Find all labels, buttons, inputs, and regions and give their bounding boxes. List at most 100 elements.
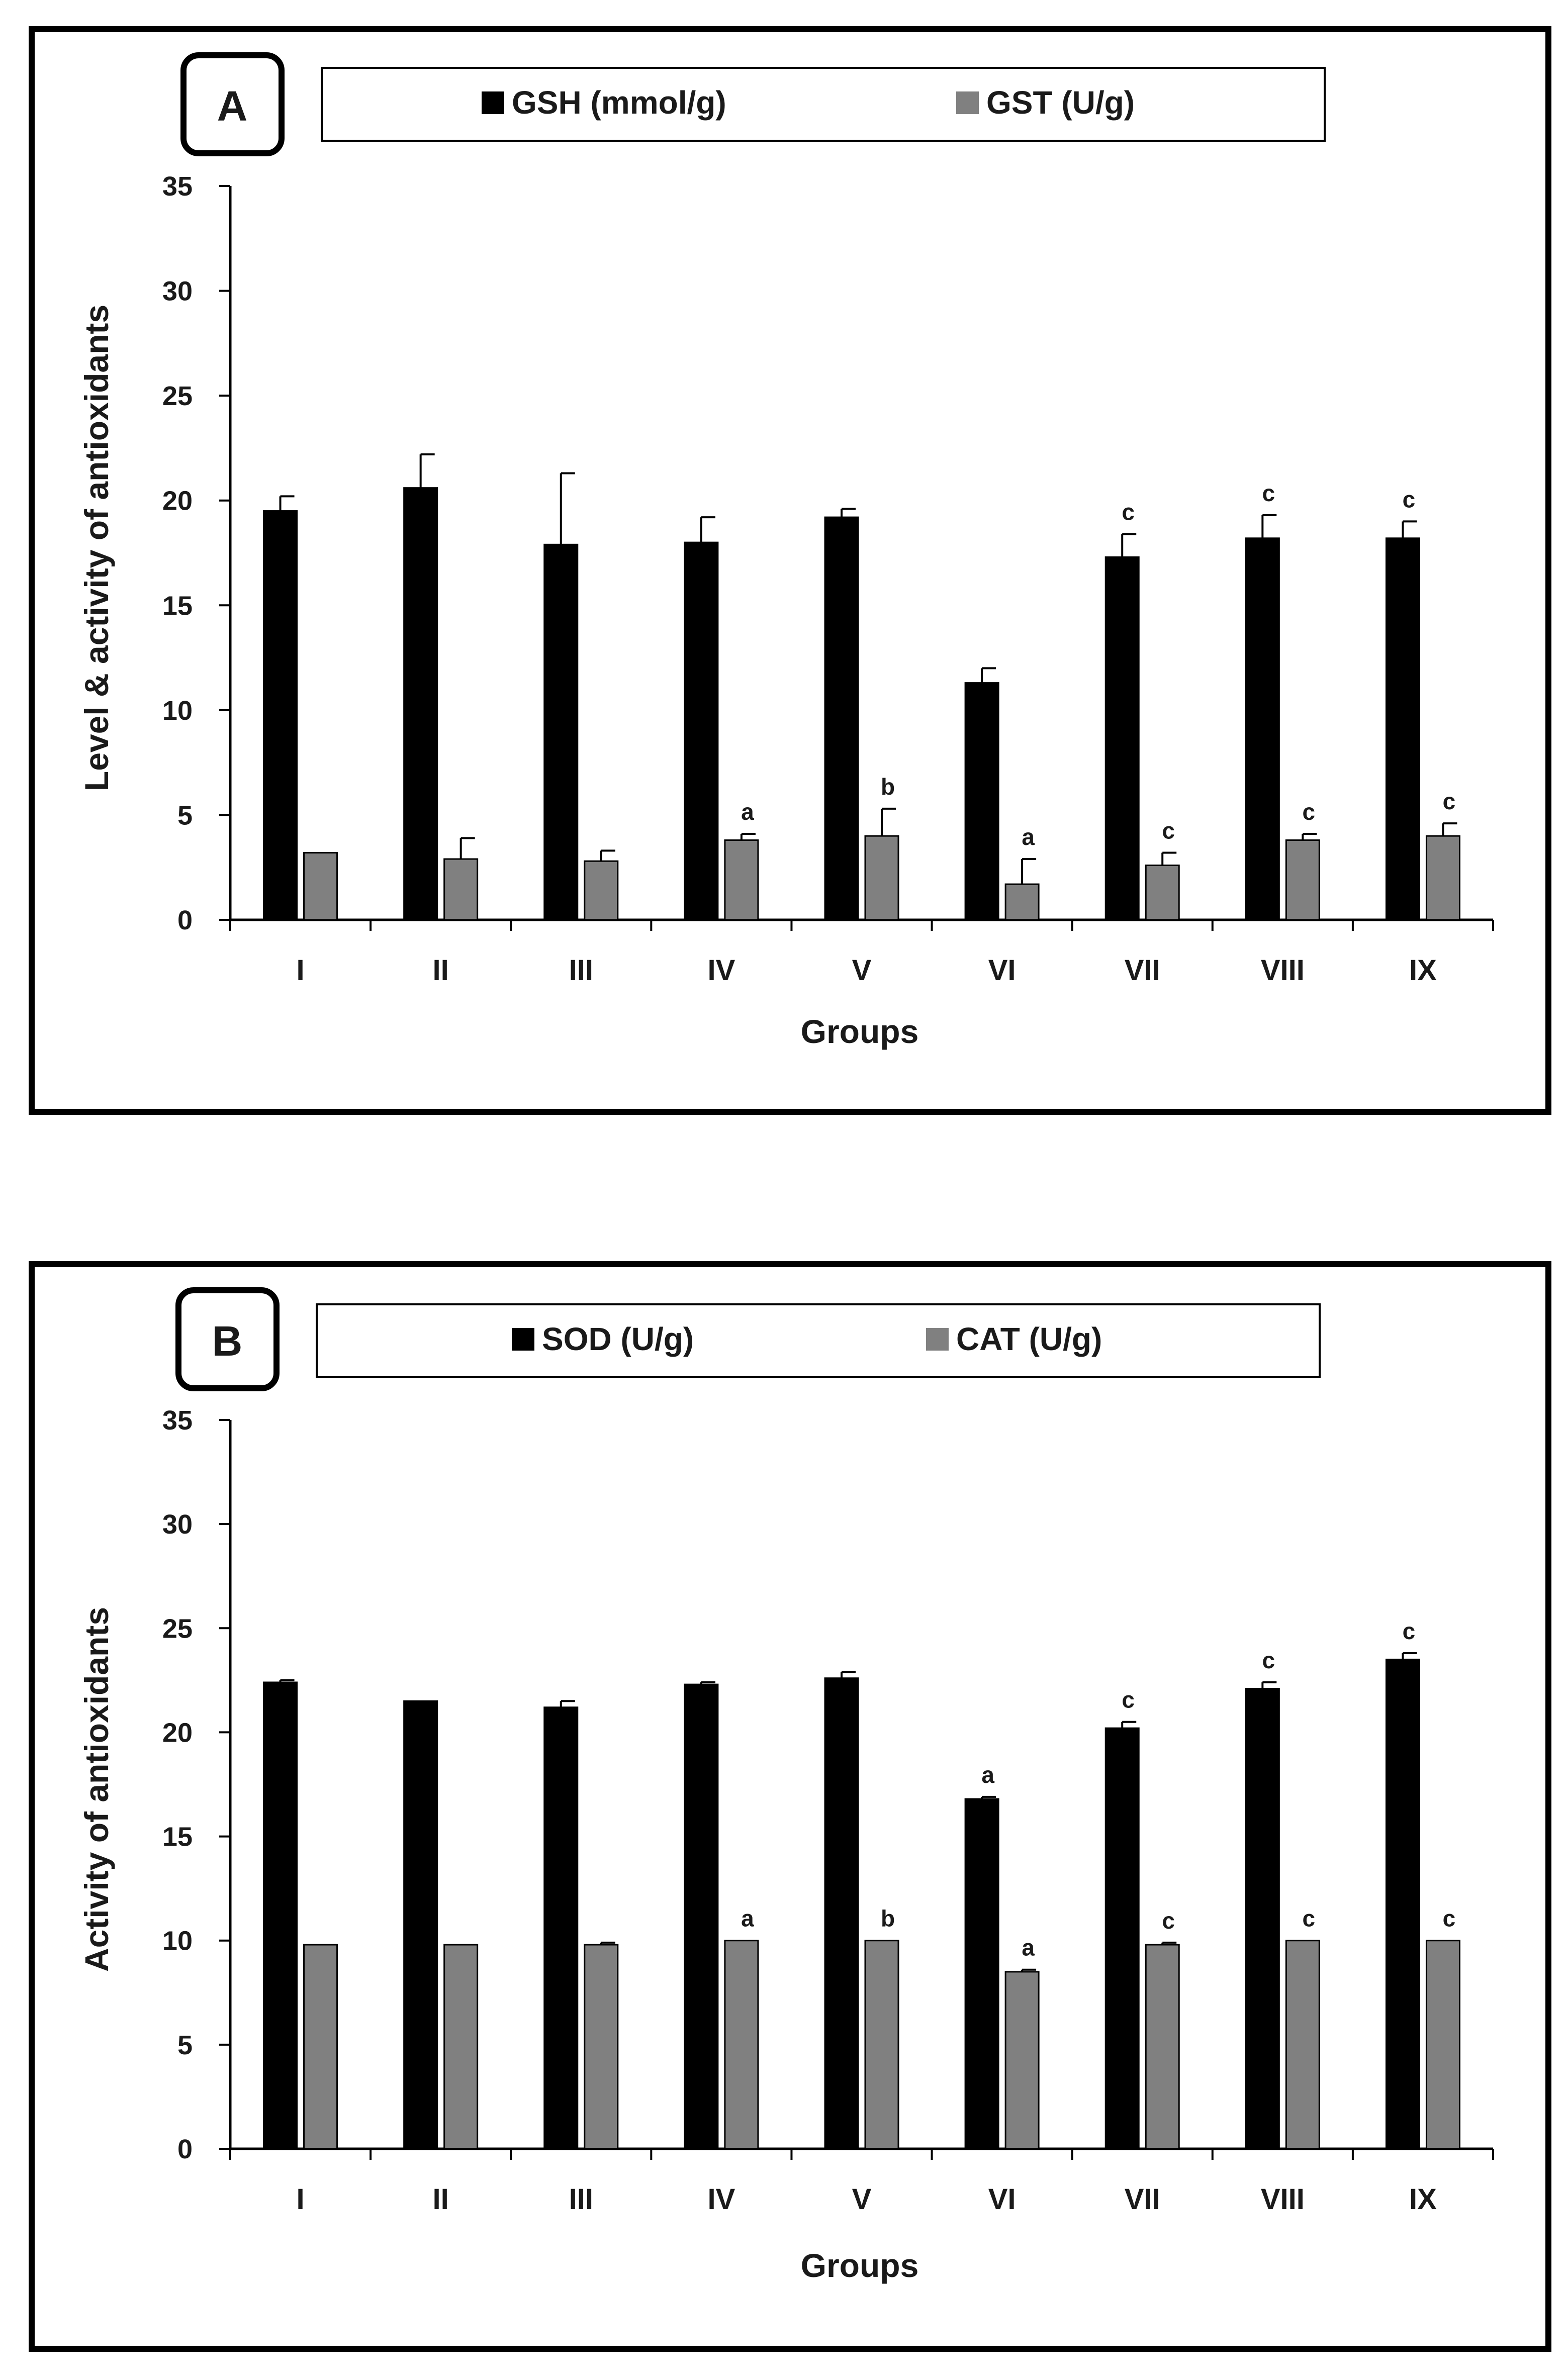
bar-gst-III <box>584 860 619 921</box>
x-tick-label: IX <box>1409 2183 1437 2216</box>
y-axis-title-b: Activity of antioxidants <box>78 1607 115 1972</box>
x-tick-label: II <box>433 2183 449 2216</box>
sig-label-cat-V: b <box>881 1906 895 1932</box>
sig-label-gst-VIII: c <box>1303 799 1316 825</box>
y-tick-label: 25 <box>162 1613 193 1644</box>
legend-swatch-cat <box>926 1328 949 1351</box>
bar-cat-IX <box>1425 1940 1460 2150</box>
panel-b-border <box>29 1261 1551 2352</box>
y-tick-label: 5 <box>177 800 193 830</box>
bar-gst-IX <box>1425 835 1460 921</box>
bar-sod-V <box>824 1677 859 2150</box>
bar-cat-I <box>303 1944 338 2150</box>
sig-label-gst-V: b <box>881 774 895 800</box>
bar-gst-VI <box>1004 883 1040 921</box>
bar-gsh-IV <box>684 541 719 921</box>
panel-a-label: A <box>217 82 248 130</box>
bar-cat-VI <box>1004 1971 1040 2150</box>
sig-label-gsh-VII: c <box>1122 499 1135 525</box>
x-tick-label: IV <box>707 954 735 987</box>
sig-label-sod-VI: a <box>981 1762 994 1788</box>
sig-label-cat-VI: a <box>1022 1935 1035 1961</box>
bar-sod-IX <box>1385 1658 1420 2150</box>
legend-item-sod: SOD (U/g) <box>512 1321 694 1357</box>
y-tick-label: 15 <box>162 1822 193 1852</box>
bar-sod-VIII <box>1245 1687 1280 2150</box>
y-tick-label: 20 <box>162 486 193 516</box>
sig-label-cat-VIII: c <box>1303 1906 1316 1932</box>
bar-cat-VIII <box>1285 1940 1320 2150</box>
bar-gst-IV <box>724 839 759 921</box>
x-tick-label: III <box>569 954 593 987</box>
x-tick-label: I <box>296 2183 304 2216</box>
x-tick-label: VI <box>988 2183 1016 2216</box>
bar-gsh-IX <box>1385 537 1420 921</box>
legend-swatch-gst <box>956 91 979 114</box>
sig-label-sod-VIII: c <box>1262 1647 1275 1673</box>
panel-b: B SOD (U/g) CAT (U/g) Activity of antiox… <box>29 1261 1551 2352</box>
bar-sod-II <box>403 1700 438 2150</box>
x-tick-label: II <box>433 954 449 987</box>
y-tick-label: 30 <box>162 276 193 307</box>
bar-gsh-I <box>263 510 298 921</box>
x-axis-title-a: Groups <box>801 1013 919 1050</box>
x-tick-label: V <box>852 954 872 987</box>
x-tick-label: V <box>852 2183 872 2216</box>
legend-label-cat: CAT (U/g) <box>956 1321 1102 1357</box>
bar-gst-II <box>443 858 479 921</box>
panel-a: A GSH (mmol/g) GST (U/g) Level & activit… <box>29 26 1551 1115</box>
sig-label-cat-IX: c <box>1443 1906 1456 1932</box>
bar-sod-III <box>543 1706 579 2150</box>
panel-a-badge <box>180 52 285 156</box>
y-axis-title-a: Level & activity of antioxidants <box>78 305 115 791</box>
sig-label-sod-IX: c <box>1403 1618 1416 1644</box>
y-tick-label: 35 <box>162 171 193 202</box>
legend-label-sod: SOD (U/g) <box>542 1321 694 1357</box>
x-axis-title-b: Groups <box>801 2247 919 2284</box>
bar-gsh-VI <box>964 682 999 921</box>
y-tick-label: 10 <box>162 696 193 726</box>
sig-label-gsh-IX: c <box>1403 486 1416 512</box>
legend-item-gst: GST (U/g) <box>956 84 1135 121</box>
y-tick-label: 0 <box>177 2134 193 2164</box>
y-tick-label: 20 <box>162 1718 193 1748</box>
bar-sod-VI <box>964 1798 999 2150</box>
legend-item-gsh: GSH (mmol/g) <box>482 84 726 121</box>
y-tick-label: 0 <box>177 905 193 935</box>
x-tick-label: VII <box>1125 2183 1160 2216</box>
legend-swatch-sod <box>512 1328 534 1351</box>
bar-sod-I <box>263 1681 298 2150</box>
y-tick-label: 15 <box>162 591 193 621</box>
x-tick-label: VI <box>988 954 1016 987</box>
bar-cat-V <box>864 1940 899 2150</box>
bar-gst-VII <box>1145 865 1180 921</box>
bar-gst-V <box>864 835 899 921</box>
sig-label-cat-IV: a <box>741 1906 754 1932</box>
bar-gst-VIII <box>1285 839 1320 921</box>
panel-b-legend <box>316 1303 1321 1378</box>
bar-cat-IV <box>724 1940 759 2150</box>
legend-label-gst: GST (U/g) <box>986 84 1135 121</box>
panel-a-legend <box>321 67 1326 142</box>
legend-label-gsh: GSH (mmol/g) <box>512 84 726 121</box>
sig-label-sod-VII: c <box>1122 1687 1135 1713</box>
y-tick-label: 10 <box>162 1926 193 1956</box>
bar-sod-VII <box>1104 1727 1140 2150</box>
x-tick-label: VII <box>1125 954 1160 987</box>
y-tick-label: 30 <box>162 1509 193 1540</box>
panel-a-border <box>29 26 1551 1115</box>
bar-gsh-VIII <box>1245 537 1280 921</box>
x-tick-label: IX <box>1409 954 1437 987</box>
x-tick-label: IV <box>707 2183 735 2216</box>
sig-label-gst-IV: a <box>741 799 754 825</box>
bar-sod-IV <box>684 1683 719 2150</box>
bar-cat-III <box>584 1944 619 2150</box>
sig-label-gsh-VIII: c <box>1262 480 1275 506</box>
bar-gsh-VII <box>1104 556 1140 921</box>
bar-cat-II <box>443 1944 479 2150</box>
y-tick-label: 25 <box>162 381 193 411</box>
sig-label-cat-VII: c <box>1162 1908 1175 1934</box>
